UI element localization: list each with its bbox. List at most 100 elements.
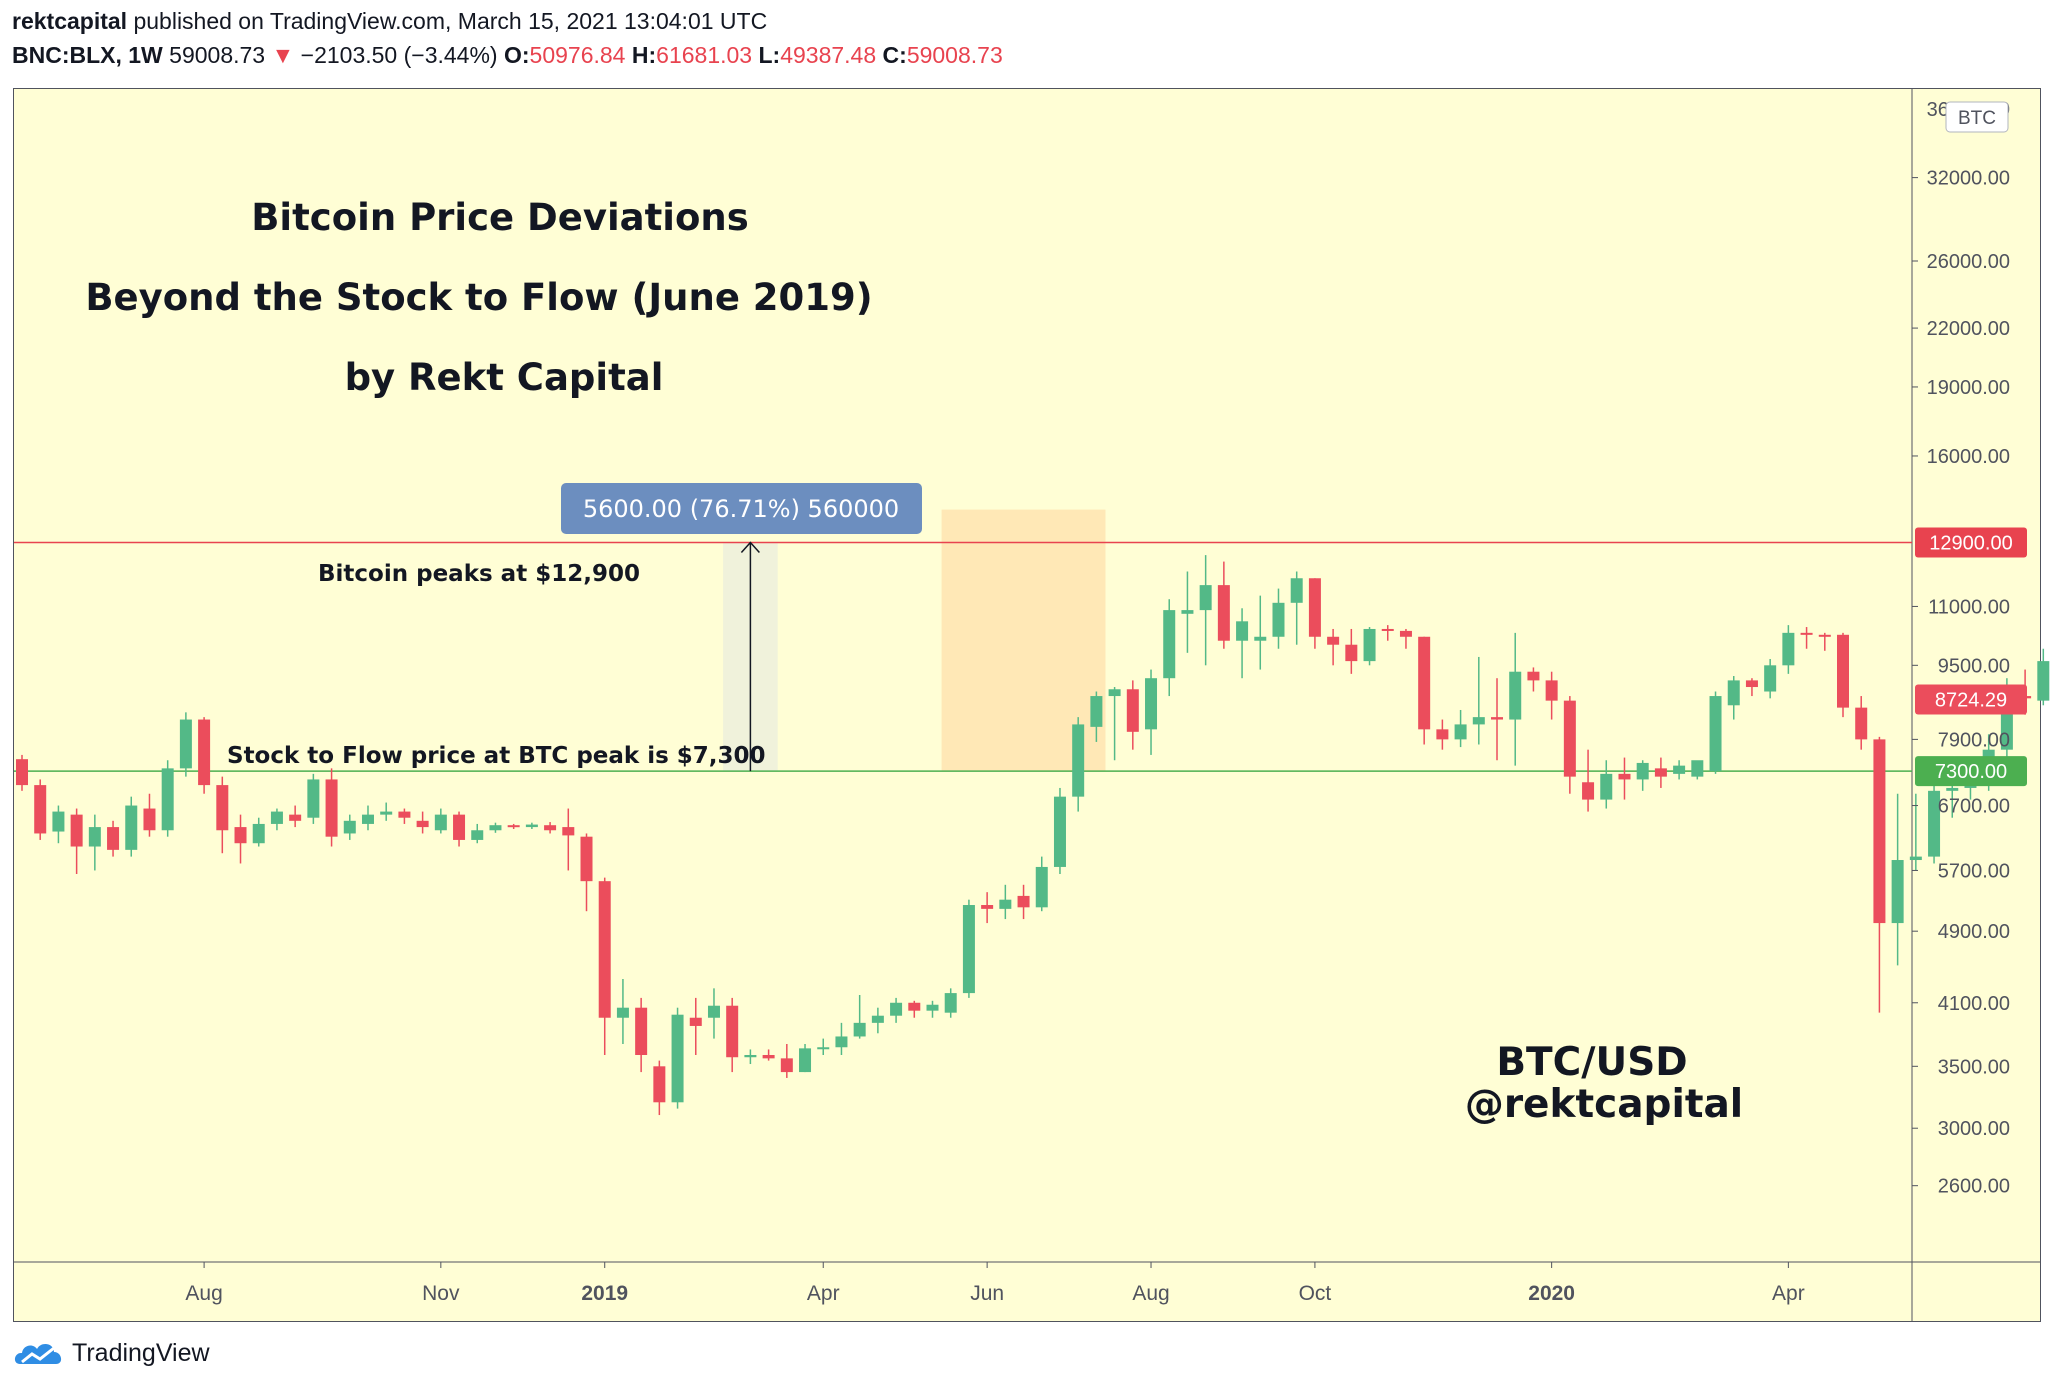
candle-body: [1892, 860, 1904, 923]
y-tick-label: 32000.00: [1927, 168, 2010, 190]
candle-body: [1327, 637, 1339, 645]
candle-body: [562, 827, 574, 835]
candle-body: [817, 1047, 829, 1049]
candle[interactable]: [1837, 633, 1849, 717]
candle-body: [1163, 610, 1175, 678]
candle[interactable]: [1054, 788, 1066, 874]
author-name[interactable]: rektcapital: [12, 8, 127, 34]
currency-badge-label: BTC: [1958, 108, 1996, 129]
close-value: 59008.73: [907, 42, 1003, 68]
x-tick-label: Oct: [1299, 1282, 1332, 1305]
high-value: 61681.03: [656, 42, 752, 68]
candle-body: [198, 720, 210, 786]
candle-body: [489, 825, 501, 830]
candle-body: [307, 779, 319, 817]
price-tag-7300.00[interactable]: 7300.00: [1915, 756, 2027, 786]
candle-body: [1564, 701, 1576, 777]
candle-body: [289, 815, 301, 821]
low-value: 49387.48: [780, 42, 876, 68]
peak-note: Bitcoin peaks at $12,900: [318, 561, 640, 587]
candle[interactable]: [326, 768, 338, 846]
y-tick-label: 2600.00: [1938, 1176, 2010, 1198]
y-tick-label: 7900.00: [1938, 729, 2010, 751]
measure-label[interactable]: 5600.00 (76.71%) 560000: [561, 483, 922, 534]
y-tick-label: 6700.00: [1938, 796, 2010, 818]
candle-body: [1764, 665, 1776, 691]
candle-body: [380, 812, 392, 815]
candle-body: [1946, 788, 1958, 791]
price-tag-8724.29[interactable]: 8724.29: [1915, 685, 2027, 715]
candle[interactable]: [672, 1008, 684, 1109]
candle-body: [1072, 724, 1084, 796]
candle-body: [1018, 896, 1030, 907]
candle-body: [362, 815, 374, 824]
handle-label: @rektcapital: [1465, 1082, 1743, 1127]
candle-body: [1546, 680, 1558, 700]
footer-brand[interactable]: TradingView: [14, 1338, 210, 1368]
open-value: 50976.84: [530, 42, 626, 68]
candle[interactable]: [307, 774, 319, 824]
candle-body: [1400, 631, 1412, 637]
candle[interactable]: [1418, 637, 1430, 745]
candle-body: [854, 1023, 866, 1037]
candle-body: [1364, 629, 1376, 661]
y-tick-label: 4900.00: [1938, 921, 2010, 943]
candle[interactable]: [125, 797, 137, 857]
candle[interactable]: [1691, 760, 1703, 779]
y-tick-label: 9500.00: [1938, 655, 2010, 677]
candle-body: [1910, 857, 1922, 860]
candle[interactable]: [963, 900, 975, 998]
candle-body: [963, 905, 975, 993]
candle-body: [453, 815, 465, 840]
publish-info: published on TradingView.com, March 15, …: [133, 8, 767, 34]
y-tick-label: 22000.00: [1927, 318, 2010, 340]
x-tick-label: Aug: [1132, 1282, 1169, 1305]
candle-body: [16, 759, 28, 785]
candle-body: [635, 1008, 647, 1055]
candle-body: [216, 785, 228, 830]
tradingview-cloud-icon: [14, 1338, 64, 1368]
price-tag-label: 7300.00: [1935, 761, 2007, 783]
candle-body: [1527, 672, 1539, 681]
currency-badge[interactable]: BTC: [1946, 102, 2008, 132]
candle[interactable]: [1364, 627, 1376, 665]
candle[interactable]: [180, 712, 192, 776]
time-axis[interactable]: [14, 1262, 2040, 1322]
candle-body: [1054, 797, 1066, 867]
candle-body: [799, 1048, 811, 1072]
candle-body: [872, 1016, 884, 1023]
candle-body: [1600, 774, 1612, 800]
y-tick-label: 3000.00: [1938, 1118, 2010, 1140]
candle-body: [398, 812, 410, 818]
candle-body: [672, 1015, 684, 1103]
candle-body: [1382, 629, 1394, 631]
price-change: −2103.50 (−3.44%): [301, 42, 498, 68]
candle-body: [1345, 645, 1357, 661]
candle-body: [1746, 680, 1758, 687]
candle-body: [1509, 672, 1521, 720]
candle[interactable]: [198, 717, 210, 794]
candle-body: [125, 806, 137, 850]
candle-body: [1236, 621, 1248, 640]
candle-body: [544, 825, 556, 830]
y-tick-label: 4100.00: [1938, 993, 2010, 1015]
candle[interactable]: [162, 760, 174, 836]
candle-body: [726, 1006, 738, 1058]
candle[interactable]: [1710, 692, 1722, 774]
candle-body: [690, 1018, 702, 1026]
candle[interactable]: [34, 779, 46, 840]
candle-body: [1036, 867, 1048, 907]
candle-body: [1455, 724, 1467, 739]
candle-body: [1782, 633, 1794, 665]
candle-body: [835, 1036, 847, 1047]
measure-label-text: 5600.00 (76.71%) 560000: [583, 495, 899, 523]
candle-body: [471, 830, 483, 840]
candle-body: [1200, 585, 1212, 610]
price-tag-12900.00[interactable]: 12900.00: [1915, 527, 2027, 557]
footer-brand-label: TradingView: [72, 1339, 210, 1368]
candle-body: [180, 720, 192, 769]
candle-body: [1218, 585, 1230, 641]
candle-body: [107, 827, 119, 850]
symbol-label[interactable]: BNC:BLX, 1W: [12, 42, 163, 68]
